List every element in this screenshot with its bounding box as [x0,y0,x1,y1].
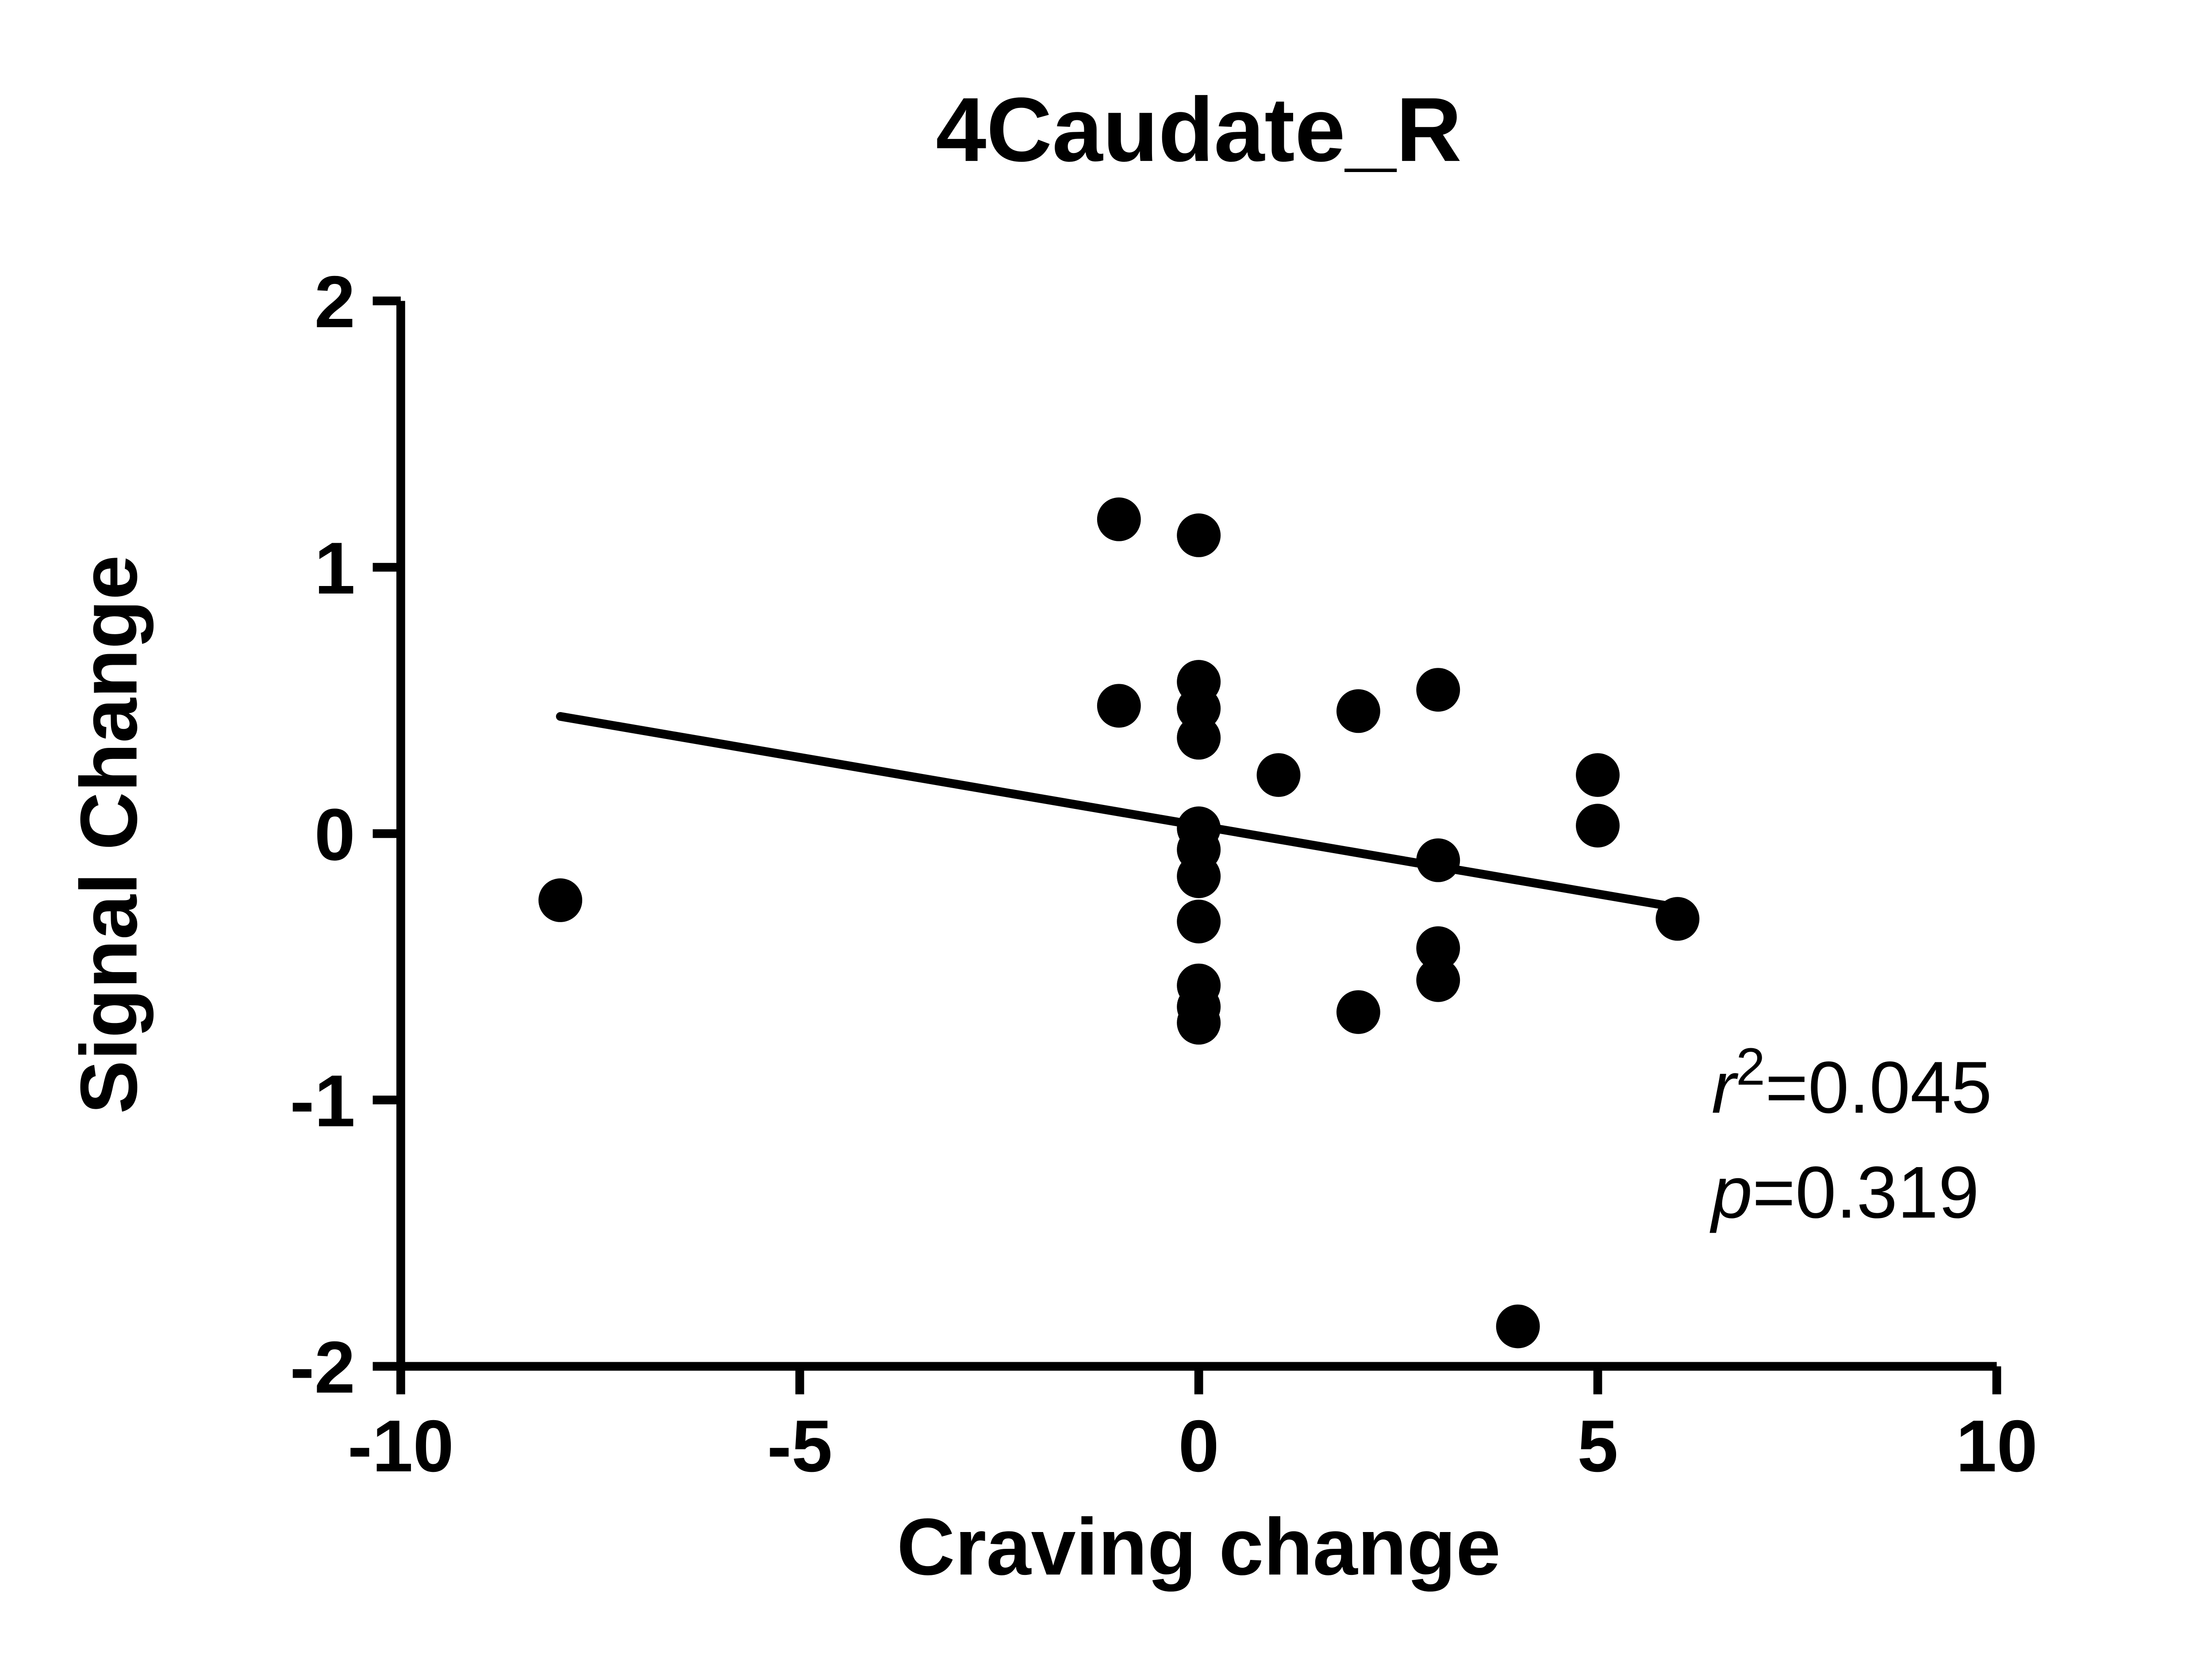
r-superscript: 2 [1736,1038,1765,1096]
data-point [1177,854,1221,898]
r-value: =0.045 [1765,1047,1992,1129]
data-point [1576,804,1620,848]
r-squared-annotation: r2=0.045 [1712,1038,1992,1129]
x-axis-label: Craving change [897,1502,1501,1592]
data-point [1576,753,1620,797]
data-point [1177,1001,1221,1045]
data-point [1416,838,1460,882]
y-tick-label: -1 [290,1060,355,1142]
p-value-annotation: p=0.319 [1709,1152,1979,1233]
data-point [1336,990,1380,1034]
r-symbol: r [1712,1047,1739,1129]
data-point [1256,753,1301,797]
y-tick-label: 0 [315,794,355,876]
data-point [1655,897,1700,941]
data-point [1336,689,1380,733]
data-point [538,878,583,922]
x-tick-label: -10 [348,1406,454,1487]
y-tick-label: 2 [315,261,355,343]
x-tick-label: -5 [767,1406,833,1487]
data-point [1097,497,1141,541]
data-point [1097,684,1141,728]
y-axis-label: Signal Change [64,555,154,1114]
data-points-layer [538,497,1700,1348]
data-point [1177,513,1221,557]
p-value: =0.319 [1752,1152,1979,1233]
data-point [1416,668,1460,712]
chart-title: 4Caudate_R [936,79,1462,180]
data-point [1496,1304,1540,1348]
y-tick-label: 1 [315,528,355,609]
p-symbol: p [1709,1152,1752,1233]
x-tick-label: 10 [1956,1406,2038,1487]
data-point [1416,926,1460,970]
regression-line [556,712,1686,913]
data-point [1177,716,1221,760]
y-tick-label: -2 [290,1327,355,1409]
x-tick-label: 0 [1178,1406,1219,1487]
data-point [1177,900,1221,944]
x-tick-label: 5 [1577,1406,1618,1487]
data-point [1416,958,1460,1002]
